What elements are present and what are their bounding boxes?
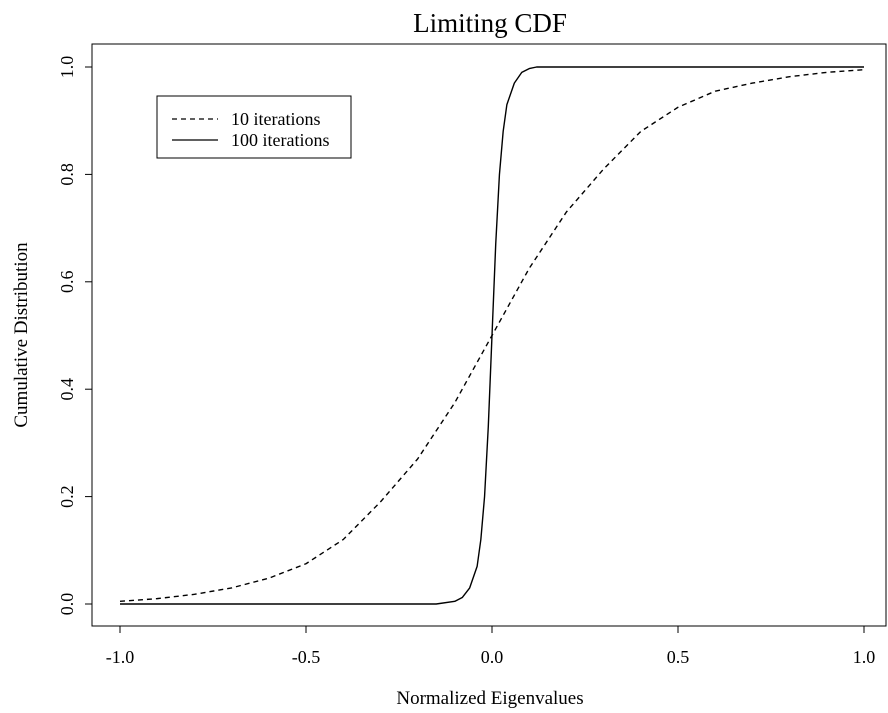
legend-label-100-iterations: 100 iterations [231,130,329,150]
chart-title: Limiting CDF [413,8,567,38]
y-axis: 0.0 0.2 0.4 0.6 0.8 1.0 [57,56,93,616]
y-tick-label: 1.0 [57,56,77,79]
x-tick-label: -0.5 [292,647,321,667]
x-axis-label: Normalized Eigenvalues [396,688,583,709]
y-tick-label: 0.0 [57,593,77,616]
legend-label-10-iterations: 10 iterations [231,109,320,129]
x-tick-label: 0.5 [667,647,690,667]
y-axis-label: Cumulative Distribution [11,242,32,428]
y-tick-label: 0.6 [57,271,77,294]
series-layer [119,66,865,605]
legend: 10 iterations 100 iterations [156,95,352,159]
x-tick-label: 0.0 [481,647,504,667]
x-tick-label: 1.0 [853,647,876,667]
y-tick-label: 0.8 [57,163,77,186]
legend-box [156,95,352,159]
x-axis: -1.0 -0.5 0.0 0.5 1.0 [106,625,876,667]
y-tick-label: 0.4 [57,378,77,401]
x-tick-label: -1.0 [106,647,135,667]
y-tick-label: 0.2 [57,485,77,508]
series-line-100-iterations [120,66,864,605]
